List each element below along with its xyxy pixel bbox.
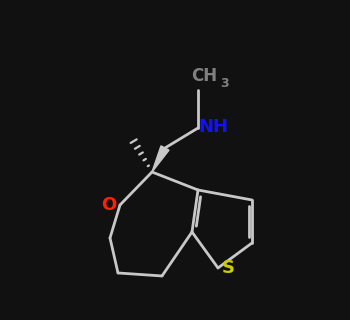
Polygon shape <box>152 146 169 172</box>
Text: 3: 3 <box>220 77 228 90</box>
Text: NH: NH <box>199 118 229 136</box>
Text: CH: CH <box>191 67 217 85</box>
Text: O: O <box>101 196 117 214</box>
Text: S: S <box>221 259 234 277</box>
